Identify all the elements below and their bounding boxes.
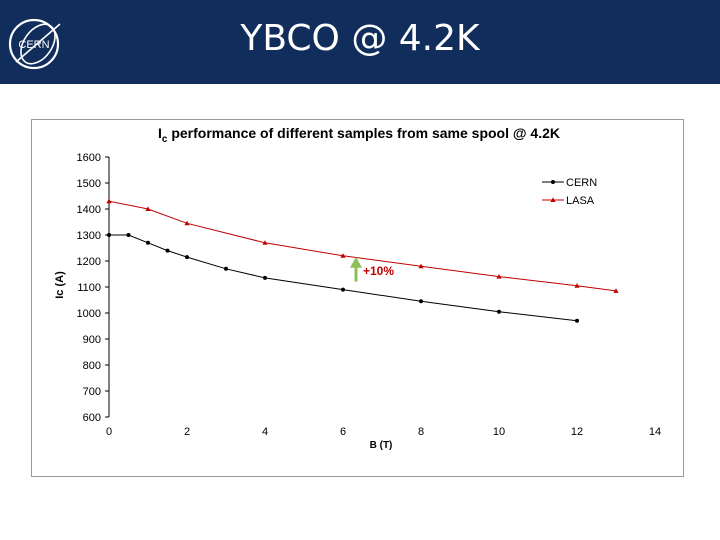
y-tick-label: 1100 [77,282,101,294]
data-point-lasa [184,220,190,226]
data-point-lasa [262,240,268,245]
x-tick-label: 4 [262,426,268,438]
annotation-group: +10% [350,256,394,282]
data-point-lasa [496,274,502,279]
data-point-lasa [418,263,424,269]
y-tick-label: 800 [83,360,101,372]
x-tick-label: 10 [493,426,505,438]
data-point-cern [575,318,579,323]
legend-marker-cern [551,180,555,184]
data-point-lasa [574,283,580,288]
data-point-lasa [340,253,346,258]
chart-title-sub: c [162,134,168,145]
x-tick-label: 6 [340,426,346,438]
legend-marker-lasa [550,197,556,202]
x-axis-label: B (T) [370,440,393,451]
series-group [106,198,619,323]
data-point-cern [341,287,345,292]
data-point-cern [126,233,131,237]
y-tick-label: 700 [83,386,101,398]
data-point-cern [146,240,150,245]
chart-svg: Ic performance of different samples from… [54,125,661,451]
data-point-cern [419,299,423,304]
y-tick-label: 1300 [77,230,101,242]
y-tick-label: 1000 [77,308,101,320]
x-tick-group: 0 2 4 6 8 10 12 14 [106,426,661,438]
y-axis-label: Ic (A) [54,271,66,299]
y-tick-label: 600 [83,412,101,424]
annotation-arrow-head [350,256,362,268]
legend-label-cern: CERN [566,177,597,189]
y-tick-label: 900 [83,334,101,346]
y-tick-label: 1400 [77,204,101,216]
x-tick-label: 8 [418,426,424,438]
slide-header: CERN YBCO @ 4.2K [0,0,720,84]
slide-title: YBCO @ 4.2K [240,18,480,59]
data-point-cern [263,275,267,280]
data-point-lasa [145,206,151,211]
cern-logo-icon: CERN [8,18,61,70]
data-point-cern [165,248,170,253]
x-tick-label: 14 [649,426,661,438]
chart-title-main: I [158,125,162,141]
y-tick-group: 600 700 800 900 1000 1100 1200 1300 1400 1500 1600 [77,152,109,424]
chart-title-rest: performance of different samples from sa… [167,125,560,141]
data-point-cern [224,266,228,271]
data-point-cern [107,233,111,237]
data-point-lasa [106,198,112,204]
y-tick-label: 1200 [77,256,101,268]
chart-container: Ic performance of different samples from… [31,119,684,477]
legend: CERN LASA [542,177,597,207]
legend-label-lasa: LASA [566,195,595,207]
data-point-lasa [613,288,619,293]
chart-title: Ic performance of different samples from… [158,125,560,145]
logo-text: CERN [18,39,49,51]
y-tick-label: 1500 [77,178,101,190]
annotation-label: +10% [363,264,394,278]
data-point-cern [497,309,501,314]
y-tick-label: 1600 [77,152,101,164]
data-point-cern [185,255,189,260]
x-tick-label: 0 [106,426,112,438]
x-tick-label: 12 [571,426,583,438]
x-tick-label: 2 [184,426,190,438]
